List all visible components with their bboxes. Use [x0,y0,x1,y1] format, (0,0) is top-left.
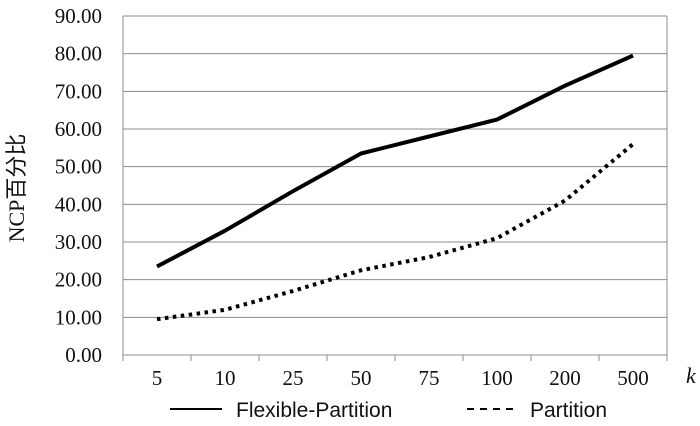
y-tick-label-4: 40.00 [55,192,102,216]
series-line-partition [156,142,635,322]
x-axis-label: k [686,363,697,388]
legend-label-flexible-partition: Flexible-Partition [236,399,392,422]
legend: Flexible-Partition Partition [170,399,607,422]
axes [122,16,668,361]
series [156,53,635,322]
y-tick-label-0: 0.00 [65,343,102,367]
grid-lines [123,15,667,318]
y-tick-label-9: 90.00 [55,4,102,28]
y-tick-label-7: 70.00 [55,79,102,103]
y-tick-label-2: 20.00 [55,268,102,292]
x-tick-label-4: 75 [419,366,440,390]
tick-labels: 0.00 10.00 20.00 30.00 40.00 50.00 60.00 70.00 8… [55,4,649,390]
y-axis-label: NCP百分比 [4,134,29,243]
x-tick-label-3: 50 [351,366,372,390]
series-line-flexible-partition [156,53,634,269]
y-tick-label-8: 80.00 [55,42,102,66]
x-tick-label-0: 5 [152,366,163,390]
legend-label-partition: Partition [530,399,607,422]
x-tick-label-2: 25 [283,366,304,390]
x-tick-label-6: 200 [549,366,581,390]
y-tick-label-6: 60.00 [55,117,102,141]
y-tick-label-5: 50.00 [55,155,102,179]
x-tick-label-5: 100 [481,366,513,390]
y-tick-label-3: 30.00 [55,230,102,254]
x-tick-label-1: 10 [215,366,236,390]
x-tick-label-7: 500 [617,366,649,390]
y-tick-label-1: 10.00 [55,305,102,329]
